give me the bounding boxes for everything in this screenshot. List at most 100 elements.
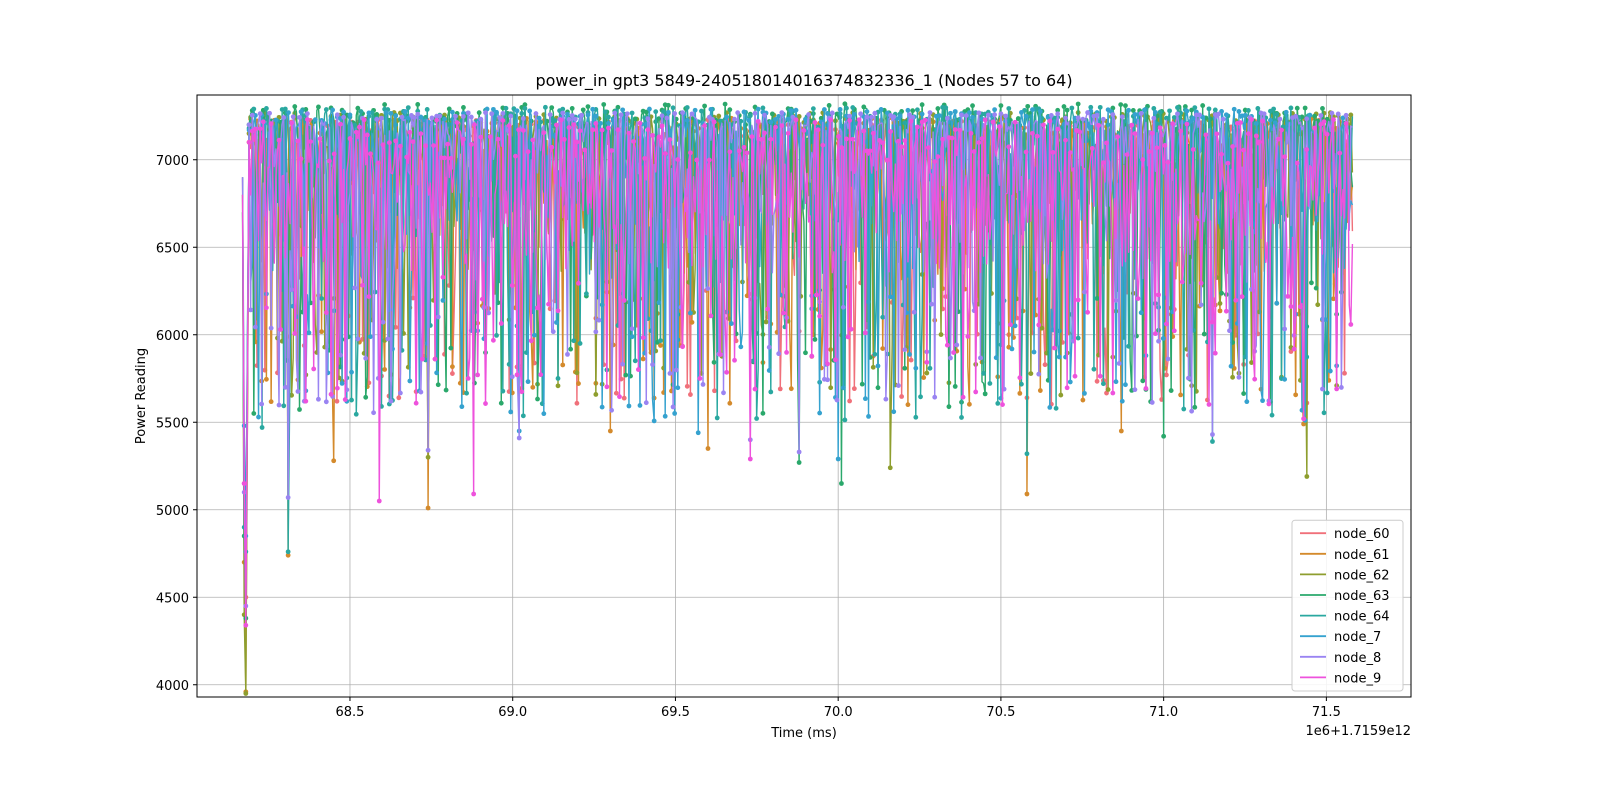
data-point <box>845 334 851 340</box>
data-point <box>968 130 974 136</box>
data-point <box>1227 328 1232 334</box>
data-point <box>1192 105 1198 110</box>
data-point <box>494 109 499 115</box>
data-point <box>366 294 372 299</box>
data-point <box>1124 152 1130 157</box>
plot-frame <box>196 94 1412 698</box>
data-point <box>1320 386 1325 392</box>
data-point <box>1331 117 1336 123</box>
data-point <box>380 319 386 325</box>
data-point <box>1304 147 1310 152</box>
data-point <box>1170 121 1176 127</box>
data-point <box>527 108 533 114</box>
data-point <box>724 369 730 375</box>
data-point <box>1324 131 1330 137</box>
data-point <box>1055 111 1061 117</box>
data-point <box>382 367 388 372</box>
data-point <box>815 127 821 133</box>
data-point <box>738 344 744 350</box>
legend-box <box>1291 519 1404 692</box>
data-point <box>810 106 816 112</box>
data-point <box>921 375 927 380</box>
data-point <box>951 350 957 355</box>
data-point <box>866 414 871 419</box>
data-point <box>243 691 249 696</box>
data-point <box>828 117 834 123</box>
data-point <box>880 346 886 351</box>
data-point <box>702 103 707 109</box>
data-point <box>1168 388 1174 393</box>
data-point <box>840 385 846 391</box>
data-point <box>1094 296 1100 301</box>
data-point <box>1149 400 1155 405</box>
data-point <box>1275 136 1281 142</box>
data-point <box>514 372 520 378</box>
data-point <box>543 104 548 110</box>
data-point <box>1075 115 1081 121</box>
data-point <box>1282 326 1288 332</box>
data-point <box>289 120 295 126</box>
data-point <box>1031 349 1037 355</box>
data-point <box>659 123 665 129</box>
data-point <box>1135 296 1141 301</box>
data-point <box>817 410 823 416</box>
data-point <box>1239 294 1245 300</box>
data-point <box>821 107 827 112</box>
data-point <box>259 401 265 407</box>
data-point <box>960 394 966 400</box>
data-point <box>285 549 291 555</box>
data-point <box>801 128 807 133</box>
data-point <box>998 103 1004 108</box>
data-point <box>982 117 988 123</box>
data-point <box>425 505 431 511</box>
data-point <box>995 401 1001 406</box>
data-point <box>593 121 599 126</box>
data-point <box>887 465 893 471</box>
data-point <box>423 143 429 149</box>
data-point <box>1272 120 1278 126</box>
data-point <box>418 131 424 137</box>
data-point <box>637 120 643 126</box>
data-point <box>724 114 730 120</box>
data-point <box>957 127 963 133</box>
data-point <box>779 123 785 129</box>
data-point <box>264 376 269 382</box>
data-point <box>1019 110 1024 115</box>
data-point <box>1200 103 1206 108</box>
data-point <box>902 138 908 144</box>
data-point <box>376 498 382 504</box>
data-point <box>793 117 799 123</box>
data-point <box>596 317 602 323</box>
data-point <box>461 114 466 119</box>
data-point <box>536 115 542 121</box>
data-point <box>1064 385 1070 391</box>
data-point <box>530 137 536 143</box>
data-point <box>1140 157 1146 163</box>
data-point <box>1288 304 1294 309</box>
data-point <box>450 364 455 370</box>
data-point <box>538 372 544 378</box>
data-point <box>566 117 572 122</box>
data-point <box>1067 150 1073 155</box>
data-point <box>837 106 843 112</box>
data-point <box>708 106 714 112</box>
y-tick-label: 6500 <box>156 241 189 256</box>
data-point <box>1041 122 1046 128</box>
data-point <box>490 337 496 343</box>
data-point <box>494 333 499 338</box>
data-point <box>374 112 380 117</box>
data-point <box>574 370 580 376</box>
data-point <box>1126 343 1131 349</box>
data-point <box>913 414 919 420</box>
data-point <box>363 394 369 400</box>
data-point <box>382 102 388 107</box>
data-point <box>246 122 252 128</box>
data-point <box>932 394 938 400</box>
data-point <box>1203 132 1209 138</box>
data-point <box>334 398 340 404</box>
data-point <box>1179 279 1185 285</box>
data-point <box>732 357 737 363</box>
data-point <box>836 133 841 139</box>
data-point <box>907 351 912 357</box>
data-point <box>935 154 941 160</box>
